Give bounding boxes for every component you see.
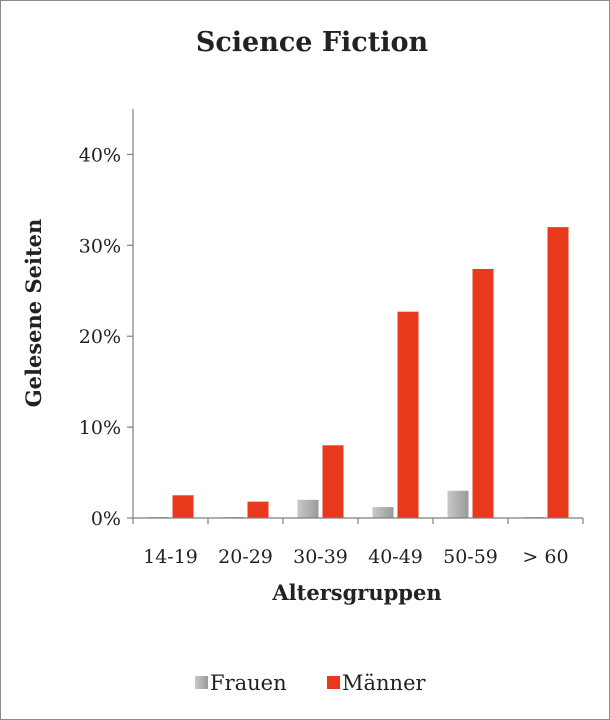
x-tick-label: 20-29 xyxy=(218,546,273,568)
x-axis-label: Altersgruppen xyxy=(271,580,441,605)
x-tick-label: 30-39 xyxy=(293,546,348,568)
legend-frauen: Frauen xyxy=(195,671,287,695)
x-tick-label: 40-49 xyxy=(368,546,423,568)
bars-group xyxy=(147,227,569,518)
legend-label: Frauen xyxy=(210,671,287,695)
y-axis-label: Gelesene Seiten xyxy=(21,219,46,408)
bar-maenner xyxy=(397,311,419,518)
bar-maenner xyxy=(172,495,194,518)
bar-maenner xyxy=(547,227,569,518)
legend-label: Männer xyxy=(342,671,427,695)
legend: Frauen Männer xyxy=(195,671,427,695)
x-axis-ticks: 14-19 20-29 30-39 40-49 50-59 > 60 xyxy=(132,518,584,568)
y-tick-label: 40% xyxy=(79,144,121,166)
y-tick-label: 0% xyxy=(91,508,121,530)
y-tick-label: 20% xyxy=(79,326,121,348)
x-tick-label: 14-19 xyxy=(143,546,198,568)
legend-maenner: Männer xyxy=(327,671,427,695)
bar-maenner xyxy=(247,501,269,518)
y-axis-ticks: 0% 10% 20% 30% 40% xyxy=(79,144,133,530)
y-tick-label: 10% xyxy=(79,417,121,439)
chart-title: Science Fiction xyxy=(196,27,429,58)
bar-frauen xyxy=(372,507,394,518)
bar-maenner xyxy=(472,268,494,518)
x-tick-label: 50-59 xyxy=(443,546,498,568)
bar-frauen xyxy=(447,490,469,518)
legend-swatch xyxy=(195,676,208,689)
legend-swatch xyxy=(327,676,340,689)
y-tick-label: 30% xyxy=(79,235,121,257)
bar-frauen xyxy=(297,499,319,518)
x-tick-label: > 60 xyxy=(522,546,568,568)
bar-maenner xyxy=(322,445,344,518)
